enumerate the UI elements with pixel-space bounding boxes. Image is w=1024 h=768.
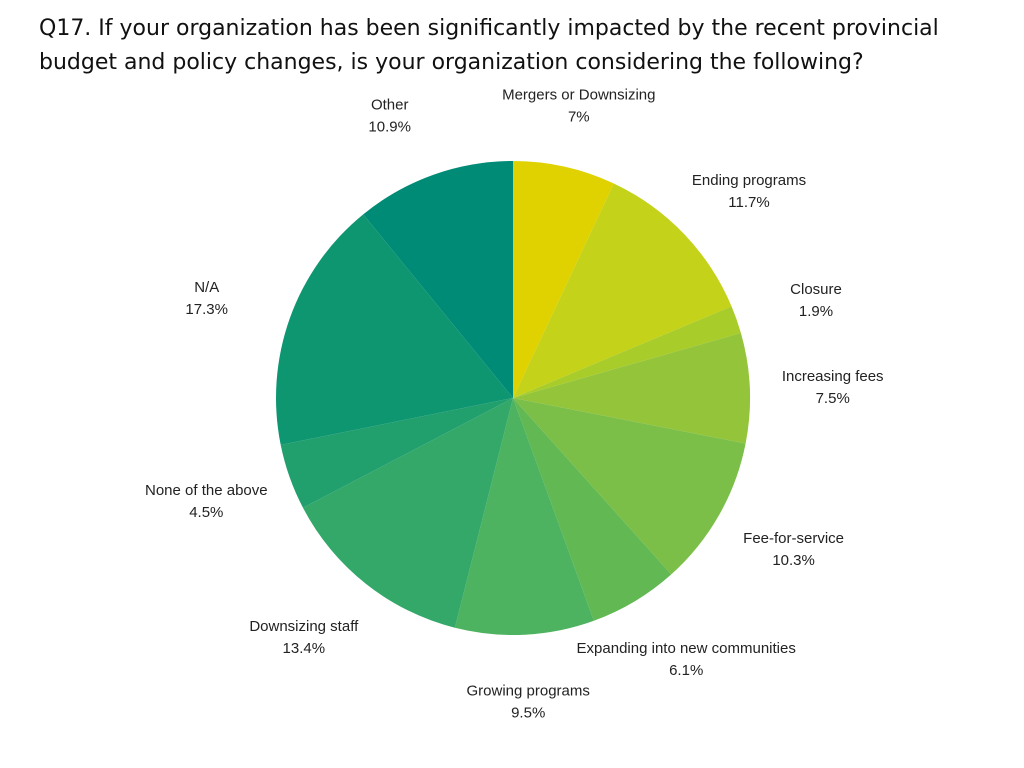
pie-slice-ending-programs xyxy=(513,183,732,398)
slice-label-fee-for-service: Fee-for-service xyxy=(743,530,844,547)
slice-value-fee-for-service: 10.3% xyxy=(772,552,815,569)
slice-value-expanding-into-new-communities: 6.1% xyxy=(669,662,703,679)
slice-label-other: Other xyxy=(371,97,409,114)
pie-slice-expanding-into-new-communities xyxy=(513,398,672,621)
pie-slice-n-a xyxy=(275,214,513,445)
pie-slice-mergers-or-downsizing xyxy=(513,161,614,398)
slice-value-increasing-fees: 7.5% xyxy=(816,390,850,407)
pie-slice-none-of-the-above xyxy=(280,398,513,508)
slice-value-other: 10.9% xyxy=(368,119,411,136)
slice-value-n-a: 17.3% xyxy=(185,301,228,318)
pie-slice-fee-for-service xyxy=(513,398,746,575)
pie-slice-growing-programs xyxy=(454,398,594,635)
slice-label-none-of-the-above: None of the above xyxy=(145,482,268,499)
pie-slice-other xyxy=(363,161,513,398)
pie-slices xyxy=(275,161,751,635)
pie-slice-downsizing-staff xyxy=(302,398,513,628)
slice-value-closure: 1.9% xyxy=(799,303,833,320)
slice-label-expanding-into-new-communities: Expanding into new communities xyxy=(577,640,796,657)
slice-label-growing-programs: Growing programs xyxy=(467,683,590,700)
slice-value-mergers-or-downsizing: 7% xyxy=(568,108,590,125)
slice-label-n-a: N/A xyxy=(194,279,219,296)
slice-value-none-of-the-above: 4.5% xyxy=(189,504,223,521)
slice-value-ending-programs: 11.7% xyxy=(728,194,769,211)
pie-slice-increasing-fees xyxy=(513,333,751,444)
slice-label-ending-programs: Ending programs xyxy=(692,172,806,189)
slice-label-increasing-fees: Increasing fees xyxy=(782,368,884,385)
chart-title: Q17. If your organization has been signi… xyxy=(39,16,939,75)
slice-labels: Mergers or Downsizing 7% Ending programs 11… xyxy=(145,86,884,721)
slice-label-mergers-or-downsizing: Mergers or Downsizing xyxy=(502,86,655,103)
slice-label-closure: Closure xyxy=(790,281,842,298)
slice-label-downsizing-staff: Downsizing staff xyxy=(249,618,359,635)
slice-value-downsizing-staff: 13.4% xyxy=(283,640,326,657)
slice-value-growing-programs: 9.5% xyxy=(511,705,545,722)
pie-slice-closure xyxy=(513,306,741,398)
